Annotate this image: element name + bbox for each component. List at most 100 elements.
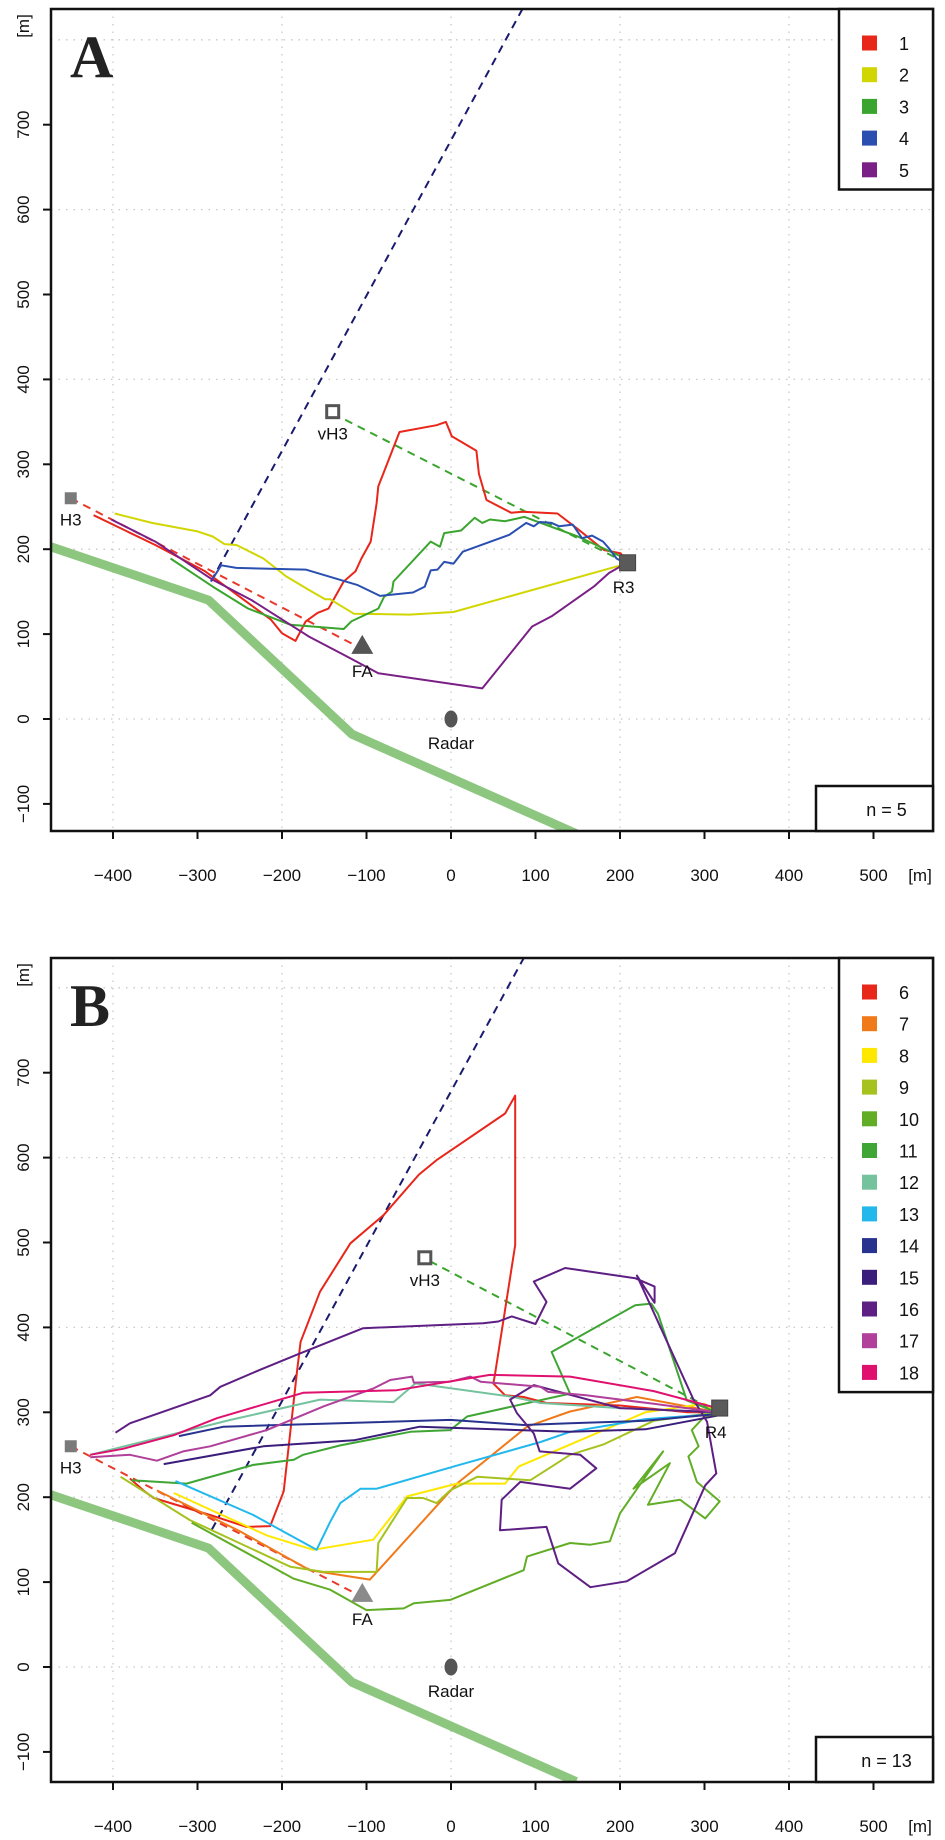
x-tick-label: 500 xyxy=(859,866,887,885)
marker-receiver-icon xyxy=(711,1399,729,1417)
y-tick-label: 100 xyxy=(14,1568,33,1596)
marker-label: vH3 xyxy=(318,425,348,444)
trajectory-9 xyxy=(120,1411,718,1573)
x-tick-label: −400 xyxy=(94,866,132,885)
legend-swatch xyxy=(862,1079,877,1095)
legend: 1 2 3 4 5 xyxy=(837,7,935,191)
x-tick-label: 500 xyxy=(859,1817,887,1836)
legend-label: 10 xyxy=(899,1110,919,1130)
legend-label: 15 xyxy=(899,1268,919,1288)
x-tick-label: 200 xyxy=(606,1817,634,1836)
legend-swatch xyxy=(862,1143,877,1158)
legend-label: 14 xyxy=(899,1237,919,1257)
y-tick-label: −100 xyxy=(14,785,33,823)
y-tick-label: 300 xyxy=(14,450,33,478)
reference-line-radar-beam xyxy=(211,958,525,1530)
legend-swatch xyxy=(862,162,877,178)
legend: 6 7 8 9 10 11 12 13 14 15 16 17 18 xyxy=(837,956,935,1394)
trajectory-5 xyxy=(110,518,622,690)
legend-swatch xyxy=(862,1174,877,1190)
y-tick-label: 700 xyxy=(14,111,33,139)
n-count-label: n = 5 xyxy=(866,800,907,820)
panel-letter: A xyxy=(70,24,113,90)
legend-swatch xyxy=(862,130,877,146)
marker-label: Radar xyxy=(428,734,475,753)
x-tick-label: 400 xyxy=(775,866,803,885)
x-tick-label: 100 xyxy=(521,866,549,885)
y-tick-label: 500 xyxy=(14,1228,33,1256)
legend-swatch xyxy=(862,1111,877,1127)
legend-label: 18 xyxy=(899,1363,919,1383)
legend-box xyxy=(837,7,935,191)
legend-label: 6 xyxy=(899,983,909,1003)
reference-line-vh3-to-r3 xyxy=(332,412,625,563)
y-tick-label: 0 xyxy=(14,1662,33,1671)
x-tick-label: 300 xyxy=(690,866,718,885)
trajectory-2 xyxy=(114,512,622,616)
trajectory-14 xyxy=(178,1413,718,1438)
y-tick-label: −100 xyxy=(14,1733,33,1771)
reference-line-vh3-to-r4 xyxy=(429,1260,716,1412)
legend-swatch xyxy=(862,1206,877,1222)
x-tick-label: −400 xyxy=(94,1817,132,1836)
legend-label: 4 xyxy=(899,129,909,149)
legend-swatch xyxy=(862,984,877,1000)
trajectory-3 xyxy=(169,515,621,630)
legend-swatch xyxy=(862,67,877,83)
reference-line-radar-beam xyxy=(210,9,524,582)
marker-h3-icon xyxy=(64,1440,77,1453)
coastline xyxy=(51,542,578,831)
y-tick-label: 400 xyxy=(14,365,33,393)
n-count-box xyxy=(814,1735,935,1784)
n-count-box xyxy=(814,784,935,833)
y-tick-label: 100 xyxy=(14,620,33,648)
trajectory-13 xyxy=(175,1413,718,1551)
x-tick-label: −300 xyxy=(178,866,216,885)
legend-label: 13 xyxy=(899,1205,919,1225)
plot-area xyxy=(51,9,933,831)
legend-label: 5 xyxy=(899,161,909,181)
legend-box xyxy=(837,956,935,1394)
y-tick-label: 200 xyxy=(14,535,33,563)
legend-label: 16 xyxy=(899,1300,919,1320)
y-axis-unit: [m] xyxy=(14,14,33,38)
trajectory-11 xyxy=(131,1302,718,1485)
legend-label: 12 xyxy=(899,1173,919,1193)
legend-label: 8 xyxy=(899,1046,909,1066)
legend-swatch xyxy=(862,1364,877,1380)
reference-line-h3-to-fa xyxy=(70,497,359,648)
marker-label: R3 xyxy=(613,578,635,597)
x-tick-label: −100 xyxy=(347,866,385,885)
legend-label: 2 xyxy=(899,66,909,86)
trajectory-15 xyxy=(163,1414,718,1466)
y-axis-unit: [m] xyxy=(14,963,33,987)
x-tick-label: 0 xyxy=(446,866,455,885)
legend-swatch xyxy=(862,35,877,51)
marker-fa-icon xyxy=(351,634,374,654)
legend-swatch xyxy=(862,1047,877,1063)
marker-h3-icon xyxy=(64,492,77,505)
plot-frame xyxy=(49,956,935,1784)
y-tick-label: 500 xyxy=(14,280,33,308)
legend-swatch xyxy=(862,1301,877,1317)
legend-label: 1 xyxy=(899,34,909,54)
marker-vh3-icon xyxy=(325,404,341,420)
n-count-label: n = 13 xyxy=(861,1751,912,1771)
y-tick-label: 0 xyxy=(14,714,33,723)
x-tick-label: −100 xyxy=(347,1817,385,1836)
legend-label: 11 xyxy=(899,1142,918,1162)
trajectory-10 xyxy=(191,1411,721,1612)
trajectory-16 xyxy=(114,1267,718,1589)
x-axis-unit: [m] xyxy=(908,1817,932,1836)
marker-receiver-icon xyxy=(619,554,637,572)
trajectory-8 xyxy=(173,1402,718,1551)
x-tick-label: −200 xyxy=(263,1817,301,1836)
x-tick-label: 200 xyxy=(606,866,634,885)
trajectory-4 xyxy=(210,521,625,597)
y-tick-label: 700 xyxy=(14,1059,33,1087)
y-tick-label: 600 xyxy=(14,1143,33,1171)
y-tick-label: 400 xyxy=(14,1313,33,1341)
panel-letter: B xyxy=(70,973,110,1039)
